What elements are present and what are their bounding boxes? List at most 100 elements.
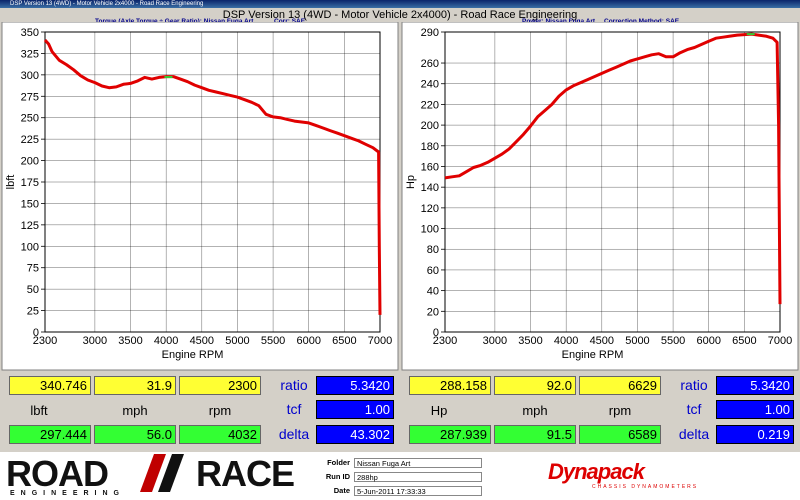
x-tick-label: 3500 <box>118 335 142 347</box>
x-tick-label: 5000 <box>625 335 649 347</box>
x-tick-label: 4000 <box>554 335 578 347</box>
power-value-box: 288.158 <box>409 376 491 395</box>
y-axis-label: lbft <box>5 175 17 190</box>
rpm-value-box: 2300 <box>179 376 261 395</box>
x-axis-label: Engine RPM <box>162 349 224 361</box>
date-label: Date <box>333 486 350 495</box>
x-tick-label: 7000 <box>368 335 392 347</box>
delta-value: 0.219 <box>716 425 794 444</box>
power-curve <box>444 32 782 305</box>
torque-unit-label: lbft <box>30 403 48 418</box>
y-tick-label: 60 <box>427 265 439 277</box>
road-race-logo-left: ROAD <box>6 453 109 494</box>
tcf-label: tcf <box>286 401 302 417</box>
power-unit-label: Hp <box>430 403 448 418</box>
y-tick-label: 290 <box>421 27 439 39</box>
y-tick-label: 150 <box>21 198 39 210</box>
dynapack-logo: Dynapack <box>548 459 645 484</box>
delta-value: 43.302 <box>316 425 394 444</box>
speed-cursor-box: 91.5 <box>494 425 576 444</box>
speed-value-box: 92.0 <box>494 376 576 395</box>
x-tick-label: 3500 <box>518 335 542 347</box>
rpm-cursor-box: 6589 <box>579 425 661 444</box>
chart-main-title: DSP Version 13 (4WD - Motor Vehicle 2x40… <box>222 9 578 21</box>
y-tick-label: 80 <box>427 244 439 256</box>
tcf-value: 1.00 <box>716 400 794 419</box>
x-tick-label: 4500 <box>190 335 214 347</box>
y-tick-label: 160 <box>421 161 439 173</box>
y-tick-label: 350 <box>21 27 39 39</box>
x-tick-label: 3000 <box>83 335 107 347</box>
tcf-value: 1.00 <box>316 400 394 419</box>
ratio-value: 5.3420 <box>316 376 394 395</box>
x-tick-label: 3000 <box>483 335 507 347</box>
date-value: 5-Jun-2011 17:33:33 <box>354 486 482 496</box>
x-tick-label: 5500 <box>261 335 285 347</box>
rpm-unit-label: rpm <box>608 403 632 418</box>
road-race-logo-right: RACE <box>196 453 295 494</box>
delta-label: delta <box>678 426 710 442</box>
torque-value-box: 340.746 <box>9 376 91 395</box>
folder-label: Folder <box>327 458 350 467</box>
x-tick-label: 7000 <box>768 335 792 347</box>
delta-label: delta <box>278 426 310 442</box>
x-tick-label: 6000 <box>696 335 720 347</box>
y-tick-label: 240 <box>421 79 439 91</box>
rpm-value-box: 6629 <box>579 376 661 395</box>
torque-chart[interactable]: 2300 3000 3500 4000 4500 5000 5500 6000 6500 7000… <box>0 22 400 372</box>
x-tick-label: 6500 <box>732 335 756 347</box>
x-tick-label: 2300 <box>33 335 57 347</box>
y-tick-label: 250 <box>21 113 39 125</box>
y-tick-label: 120 <box>421 203 439 215</box>
dynapack-logo-sub: CHASSIS DYNAMOMETERS <box>592 484 699 490</box>
x-tick-label: 4500 <box>590 335 614 347</box>
y-tick-label: 25 <box>27 306 39 318</box>
chart-background <box>1 22 399 371</box>
y-tick-label: 175 <box>21 177 39 189</box>
y-tick-label: 100 <box>21 241 39 253</box>
y-tick-label: 200 <box>21 156 39 168</box>
folder-value: Nissan Fuga Art <box>354 458 482 468</box>
y-tick-label: 0 <box>433 327 439 339</box>
run-id-label: Run ID <box>325 472 350 481</box>
y-tick-label: 140 <box>421 182 439 194</box>
y-tick-label: 50 <box>27 284 39 296</box>
y-tick-label: 260 <box>421 58 439 70</box>
speed-unit-label: mph <box>122 403 148 418</box>
power-cursor-box: 287.939 <box>409 425 491 444</box>
rpm-unit-label: rpm <box>208 403 232 418</box>
run-id-value: 288hp <box>354 472 482 482</box>
x-tick-label: 5500 <box>661 335 685 347</box>
y-axis-label: Hp <box>405 175 417 189</box>
chart-background <box>401 22 799 371</box>
x-tick-label: 2300 <box>433 335 457 347</box>
road-race-logo-sub: ENGINEERING <box>10 490 126 497</box>
y-tick-label: 300 <box>21 70 39 82</box>
ratio-label: ratio <box>280 377 308 393</box>
torque-cursor-box: 297.444 <box>9 425 91 444</box>
footer-bar: ROAD RACE ENGINEERING Folder Nissan Fuga… <box>0 452 800 500</box>
x-tick-label: 6500 <box>332 335 356 347</box>
torque-curve <box>43 38 382 315</box>
y-tick-label: 200 <box>421 120 439 132</box>
x-axis-label: Engine RPM <box>562 349 624 361</box>
power-readout-panel: 288.158 92.0 6629 Hp mph rpm 287.939 91.… <box>404 373 797 449</box>
ratio-label: ratio <box>680 377 708 393</box>
rpm-cursor-box: 4032 <box>179 425 261 444</box>
speed-cursor-box: 56.0 <box>94 425 176 444</box>
power-chart[interactable]: 2300 3000 3500 4000 4500 5000 5500 6000 6500 7000… <box>400 22 800 372</box>
ratio-value: 5.3420 <box>716 376 794 395</box>
x-tick-label: 4000 <box>154 335 178 347</box>
speed-unit-label: mph <box>522 403 548 418</box>
y-tick-label: 180 <box>421 141 439 153</box>
y-tick-label: 40 <box>427 286 439 298</box>
y-tick-label: 220 <box>421 99 439 111</box>
y-tick-label: 275 <box>21 91 39 103</box>
y-tick-label: 100 <box>421 224 439 236</box>
torque-readout-panel: 340.746 31.9 2300 lbft mph rpm 297.444 5… <box>4 373 397 449</box>
speed-value-box: 31.9 <box>94 376 176 395</box>
y-tick-label: 225 <box>21 134 39 146</box>
x-tick-label: 6000 <box>296 335 320 347</box>
y-tick-label: 75 <box>27 263 39 275</box>
y-tick-label: 325 <box>21 48 39 60</box>
